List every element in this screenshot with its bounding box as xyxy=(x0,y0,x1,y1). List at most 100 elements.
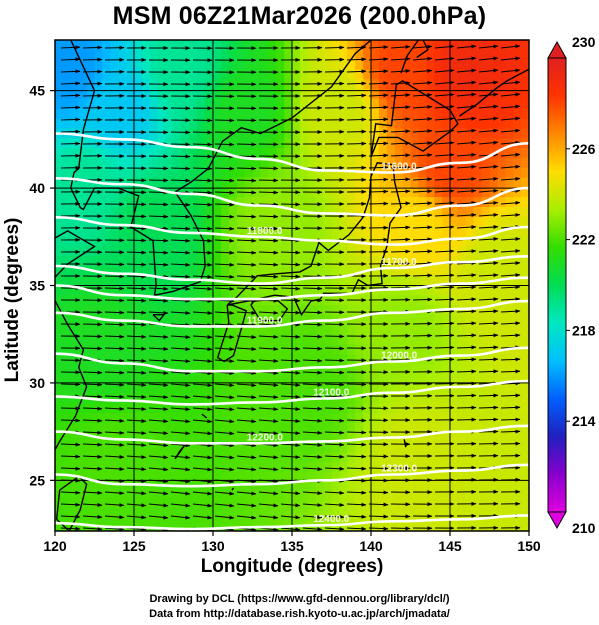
heatmap-cell xyxy=(228,216,238,228)
heatmap-cell xyxy=(371,79,380,90)
wind-arrow xyxy=(456,309,477,314)
heatmap-cell xyxy=(339,69,348,80)
heatmap-cell xyxy=(94,373,103,385)
heatmap-cell xyxy=(386,501,396,512)
heatmap-cell xyxy=(489,501,498,512)
heatmap-cell xyxy=(157,413,167,424)
heatmap-cell xyxy=(236,314,246,326)
heatmap-cell xyxy=(70,148,80,159)
heatmap-cell xyxy=(386,403,396,414)
heatmap-cell xyxy=(299,491,309,503)
wind-arrow xyxy=(148,238,169,243)
heatmap-cell xyxy=(110,373,119,385)
heatmap-cell xyxy=(386,452,396,463)
heatmap-cell xyxy=(386,49,396,61)
heatmap-cell xyxy=(236,89,246,100)
wind-arrow xyxy=(170,178,191,183)
heatmap-cell xyxy=(521,452,529,463)
heatmap-cell xyxy=(394,69,404,80)
heatmap-cell xyxy=(118,246,127,257)
heatmap-cell xyxy=(268,98,277,110)
heatmap-cell xyxy=(505,89,514,100)
heatmap-cell xyxy=(189,432,198,444)
wind-arrow xyxy=(412,237,433,242)
heatmap-cell xyxy=(450,521,459,531)
heatmap-cell xyxy=(371,521,380,531)
heatmap-cell xyxy=(489,344,498,355)
heatmap-cell xyxy=(189,324,198,336)
heatmap-cell xyxy=(355,324,364,336)
heatmap-cell xyxy=(205,246,214,257)
wind-arrow xyxy=(258,286,279,291)
heatmap-cell xyxy=(252,148,261,159)
heatmap-cell xyxy=(62,256,72,267)
heatmap-cell xyxy=(505,422,514,434)
heatmap-cell xyxy=(284,442,293,454)
heatmap-cell xyxy=(292,167,301,179)
wind-arrow xyxy=(346,442,367,447)
heatmap-cell xyxy=(276,265,285,277)
heatmap-cell xyxy=(220,521,230,531)
wind-arrow xyxy=(214,202,235,207)
heatmap-cell xyxy=(505,285,514,296)
wind-arrow xyxy=(192,214,213,219)
wind-arrow xyxy=(214,250,235,255)
wind-arrow xyxy=(478,429,499,434)
heatmap-cell xyxy=(394,442,404,454)
heatmap-cell xyxy=(86,452,96,463)
heatmap-cell xyxy=(434,472,443,483)
heatmap-cell xyxy=(62,246,72,257)
heatmap-cell xyxy=(331,197,340,208)
heatmap-cell xyxy=(505,403,514,414)
heatmap-cell xyxy=(165,324,175,336)
wind-arrow xyxy=(82,334,103,339)
heatmap-cell xyxy=(165,413,175,424)
heatmap-cell xyxy=(315,275,325,287)
heatmap-cell xyxy=(78,246,88,257)
heatmap-cell xyxy=(418,197,427,208)
heatmap-cell xyxy=(70,422,80,434)
heatmap-cell xyxy=(141,521,151,531)
wind-arrow xyxy=(346,478,367,483)
heatmap-cell xyxy=(307,40,317,51)
heatmap-cell xyxy=(402,177,412,188)
wind-arrow xyxy=(236,359,257,364)
heatmap-cell xyxy=(457,98,467,110)
heatmap-cell xyxy=(339,305,348,316)
heatmap-cell xyxy=(442,206,451,218)
heatmap-cell xyxy=(197,206,206,218)
heatmap-cell xyxy=(363,314,372,326)
wind-arrow xyxy=(148,407,169,412)
heatmap-cell xyxy=(165,256,175,267)
wind-arrow xyxy=(82,430,103,435)
heatmap-cell xyxy=(315,481,325,493)
heatmap-cell xyxy=(276,89,285,100)
heatmap-cell xyxy=(70,167,80,179)
heatmap-cell xyxy=(189,69,198,80)
heatmap-cell xyxy=(363,393,372,404)
heatmap-cell xyxy=(513,432,522,444)
heatmap-cell xyxy=(197,305,206,316)
heatmap-cell xyxy=(260,413,269,424)
heatmap-cell xyxy=(410,197,419,208)
heatmap-cell xyxy=(173,206,182,218)
heatmap-cell xyxy=(434,148,443,159)
wind-arrow xyxy=(478,273,499,278)
wind-arrow xyxy=(126,202,147,207)
heatmap-cell xyxy=(197,148,206,159)
heatmap-cell xyxy=(110,462,119,473)
heatmap-cell xyxy=(347,452,356,463)
heatmap-cell xyxy=(513,275,522,287)
wind-arrow xyxy=(412,213,433,218)
heatmap-cell xyxy=(244,285,254,296)
heatmap-cell xyxy=(260,491,269,503)
heatmap-cell xyxy=(347,69,356,80)
heatmap-cell xyxy=(213,167,222,179)
heatmap-cell xyxy=(165,344,175,355)
heatmap-cell xyxy=(347,40,356,51)
heatmap-cell xyxy=(102,452,111,463)
heatmap-cell xyxy=(394,521,404,531)
heatmap-cell xyxy=(331,501,340,512)
heatmap-cell xyxy=(481,128,491,139)
heatmap-cell xyxy=(457,344,467,355)
